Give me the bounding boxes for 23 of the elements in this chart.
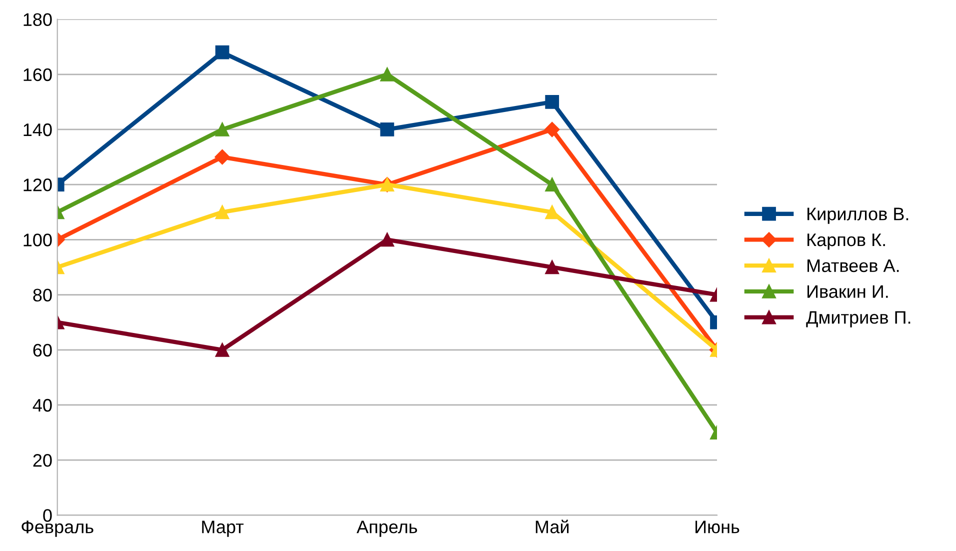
- legend-label: Ивакин И.: [808, 285, 888, 298]
- x-tick-label: Апрель: [356, 520, 418, 537]
- y-tick-label: 80: [33, 288, 52, 302]
- point: [380, 232, 394, 247]
- x-tick-label: Февраль: [22, 520, 94, 537]
- point: [380, 67, 394, 82]
- y-tick-label: 0: [43, 509, 52, 522]
- x-tick-label: Май: [536, 520, 569, 534]
- point: [380, 122, 394, 136]
- y-tick-label: 120: [24, 178, 52, 192]
- y-tick-label: 40: [32, 398, 52, 412]
- legend-label: Карпов К.: [808, 234, 885, 250]
- legend-label: Дмитриев П.: [806, 311, 910, 328]
- x-tick-label: Июнь: [696, 520, 740, 534]
- y-tick-label: 60: [33, 344, 52, 357]
- y-tick-label: 140: [24, 123, 52, 136]
- y-tick-label: 180: [24, 13, 52, 26]
- y-tick-label: 160: [24, 68, 52, 82]
- legend-label: Кириллов В.: [808, 208, 908, 224]
- legend-label: Матвеев А.: [808, 259, 899, 272]
- x-tick-label: Март: [202, 520, 244, 537]
- y-tick-label: 20: [33, 454, 52, 467]
- y-tick-label: 100: [24, 234, 52, 246]
